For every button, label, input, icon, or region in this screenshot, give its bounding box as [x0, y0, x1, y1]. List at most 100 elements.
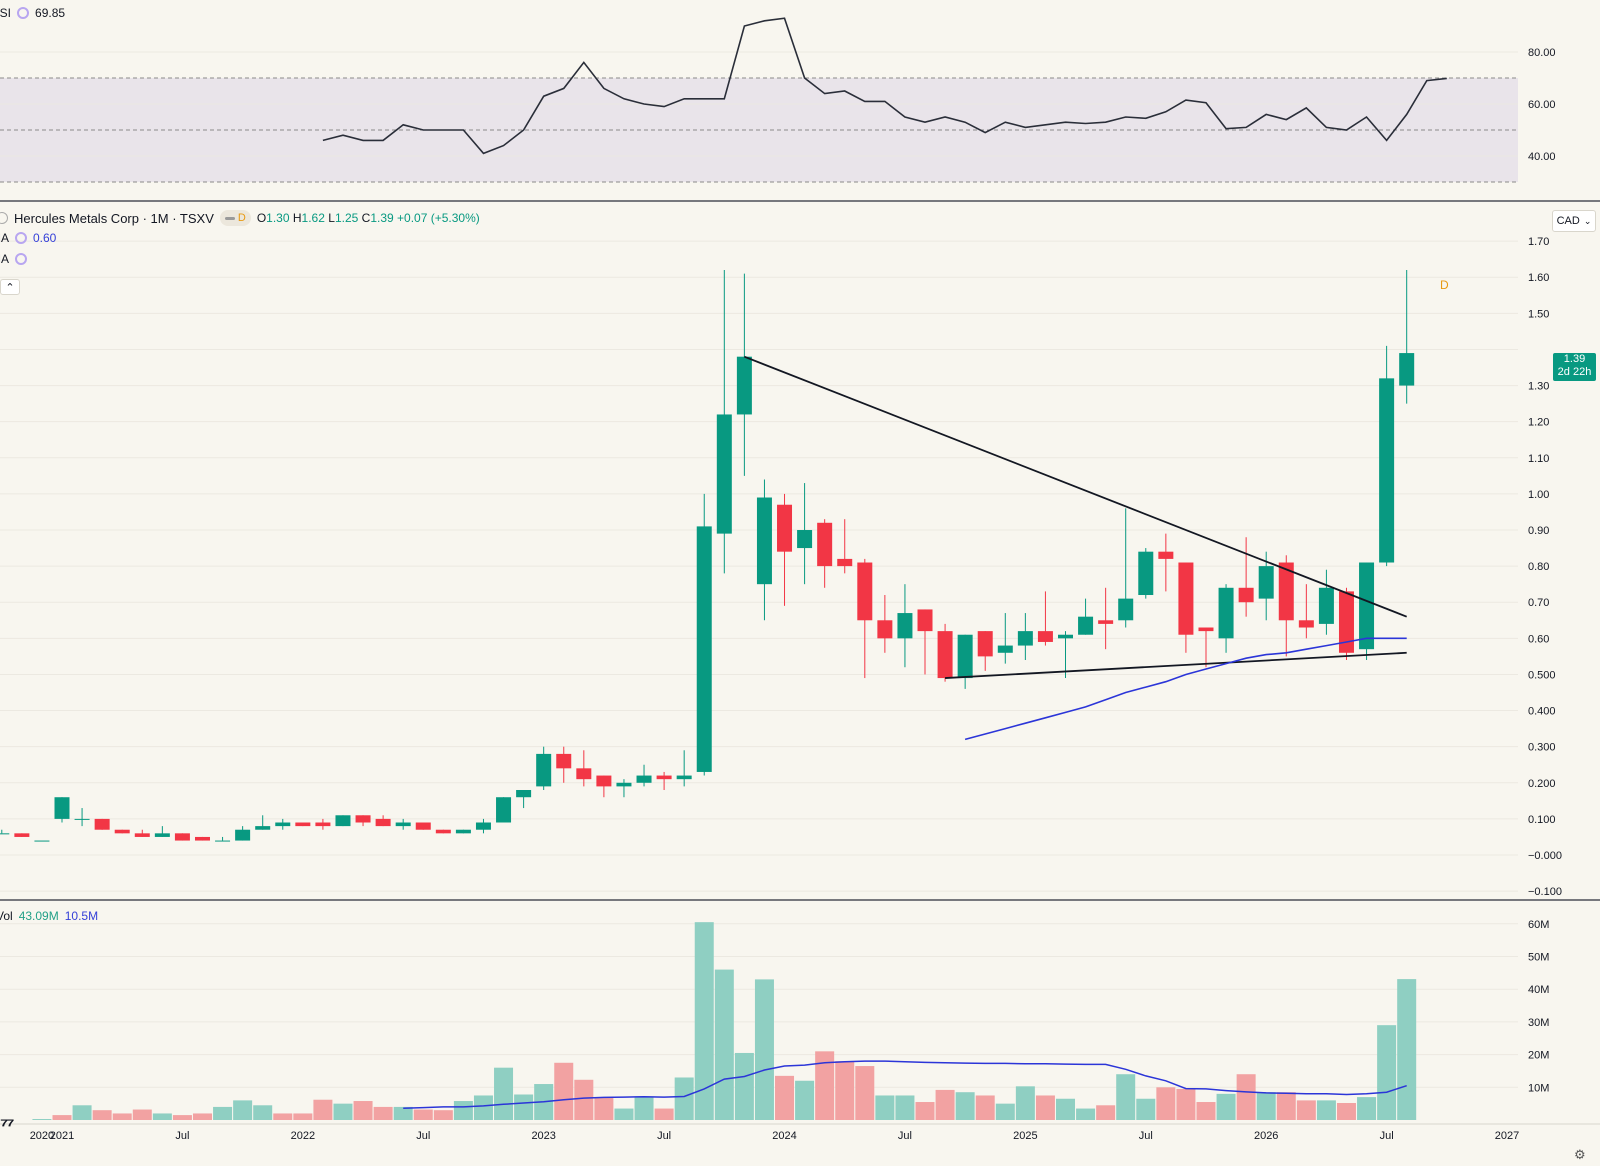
candle-body — [957, 634, 973, 679]
chevron-down-icon: ⌄ — [1583, 215, 1592, 226]
gear-icon[interactable]: ⚙ — [1574, 1147, 1586, 1162]
change-value: +0.07 (+5.30%) — [397, 211, 480, 225]
candle-body — [475, 822, 491, 830]
volume-bar — [1276, 1092, 1296, 1120]
chevron-up-icon: ⌃ — [5, 281, 15, 294]
candle-body — [1338, 591, 1354, 653]
volume-tick-label: 50M — [1528, 952, 1549, 964]
refresh-icon[interactable] — [15, 253, 27, 265]
rsi-label: RSI — [0, 6, 12, 20]
low-label: L — [328, 211, 335, 225]
price-tick-label: 0.200 — [1528, 778, 1556, 790]
volume-tick-label: 40M — [1528, 984, 1549, 996]
volume-bar — [1236, 1074, 1256, 1120]
refresh-icon[interactable] — [15, 232, 27, 244]
time-tick-label: Jul — [1139, 1130, 1153, 1142]
symbol-legend[interactable]: Hercules Metals Corp · 1M · TSXV D O1.30… — [0, 210, 480, 226]
candle-body — [1278, 562, 1294, 621]
volume-bar — [433, 1110, 453, 1120]
time-tick-label: 2023 — [531, 1130, 555, 1142]
bar-countdown: 2d 22h — [1557, 366, 1592, 378]
volume-bar — [132, 1109, 152, 1120]
candle-body — [295, 822, 311, 827]
volume-bar — [1076, 1108, 1096, 1120]
time-tick-label: Jul — [898, 1130, 912, 1142]
candle-body — [636, 775, 652, 783]
candle-body — [194, 836, 210, 841]
candle-body — [516, 790, 532, 798]
volume-bar — [835, 1061, 855, 1120]
collapse-legend-button[interactable]: ⌃ — [0, 279, 20, 295]
volume-bar — [935, 1089, 955, 1120]
ma-label: MA — [0, 231, 9, 245]
candle-body — [255, 826, 271, 830]
candle-body — [777, 504, 793, 552]
volume-bar — [875, 1095, 895, 1120]
volume-bar — [453, 1101, 473, 1120]
price-tick-label: −0.000 — [1528, 850, 1562, 862]
rsi-tick-label: 60.00 — [1528, 99, 1556, 111]
volume-bar — [353, 1101, 373, 1120]
dividend-marker[interactable]: D — [1440, 278, 1449, 292]
candle-body — [134, 833, 150, 837]
candle-body — [114, 829, 130, 834]
currency-selector[interactable]: CAD ⌄ — [1552, 210, 1596, 232]
data-delay-badge[interactable]: D — [219, 210, 251, 226]
candle-body — [676, 775, 692, 780]
candle-body — [616, 782, 632, 787]
volume-bar — [1015, 1086, 1035, 1120]
candle-body — [1238, 587, 1254, 603]
candle-body — [857, 562, 873, 621]
price-tick-label: 0.400 — [1528, 706, 1556, 718]
volume-bar — [594, 1097, 614, 1120]
candle-body — [756, 497, 772, 585]
price-tick-label: 1.00 — [1528, 489, 1549, 501]
volume-bar — [473, 1095, 493, 1120]
symbol-title[interactable]: Hercules Metals Corp · 1M · TSXV — [14, 210, 214, 226]
candle-body — [656, 775, 672, 780]
volume-bar — [393, 1106, 413, 1120]
rsi-legend[interactable]: RSI 69.85 — [0, 6, 65, 20]
candle-body — [917, 609, 933, 632]
last-price-value: 1.39 — [1563, 353, 1586, 365]
candle-body — [1359, 562, 1375, 650]
refresh-icon[interactable] — [17, 7, 30, 19]
volume-bar — [413, 1109, 433, 1120]
price-tick-label: 1.20 — [1528, 417, 1549, 429]
volume-ma-line — [403, 1060, 1407, 1109]
tradingview-logo-icon[interactable]: ⁷⁷ — [0, 1115, 14, 1137]
candle-body — [877, 620, 893, 639]
volume-bar — [1377, 1025, 1397, 1120]
volume-legend[interactable]: Vol 43.09M 10.5M — [0, 909, 98, 923]
ma-legend-2[interactable]: MA — [0, 252, 27, 266]
candle-body — [315, 822, 331, 827]
volume-bar — [714, 969, 734, 1120]
candle-body — [1298, 620, 1314, 628]
volume-tick-label: 60M — [1528, 919, 1549, 931]
time-tick-label: 2020 — [30, 1130, 54, 1142]
volume-bar — [494, 1067, 514, 1120]
volume-ma-value: 10.5M — [64, 909, 99, 923]
volume-tick-label: 20M — [1528, 1050, 1549, 1062]
candle-body — [937, 631, 953, 679]
candle-body — [74, 818, 90, 820]
badge-label: D — [237, 212, 246, 224]
volume-bar — [72, 1105, 92, 1120]
volume-bar — [333, 1103, 353, 1120]
time-tick-label: Jul — [175, 1130, 189, 1142]
high-value: 1.62 — [301, 211, 325, 225]
price-tick-label: −0.100 — [1528, 886, 1562, 898]
price-tick-label: 0.80 — [1528, 561, 1549, 573]
volume-bar — [855, 1066, 875, 1120]
volume-bar — [313, 1099, 333, 1120]
time-tick-label: 2021 — [50, 1130, 74, 1142]
candle-body — [415, 822, 431, 830]
candle-body — [1078, 616, 1094, 635]
volume-bar — [1136, 1098, 1156, 1120]
candle-body — [54, 797, 70, 819]
trendline — [744, 355, 1408, 618]
candle-body — [34, 840, 50, 842]
ma-legend-1[interactable]: MA 0.60 — [0, 231, 56, 245]
open-value: 1.30 — [266, 211, 290, 225]
